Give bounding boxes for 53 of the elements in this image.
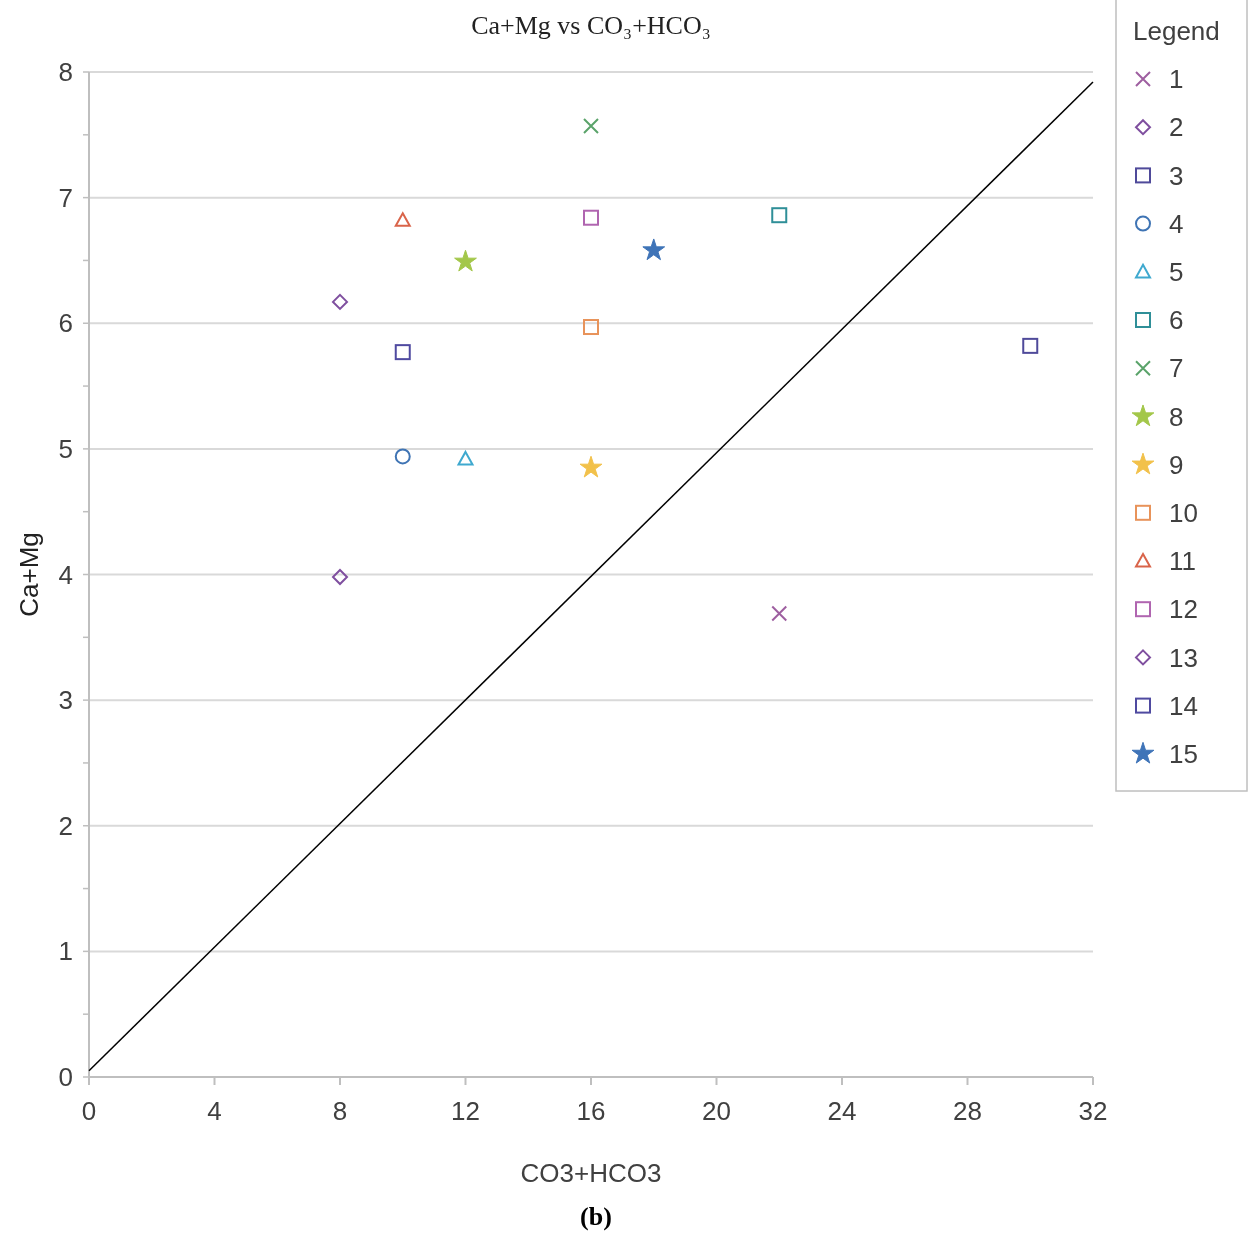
- x-tick-label: 16: [576, 1096, 606, 1126]
- legend-label: 15: [1169, 738, 1198, 769]
- legend-label: 7: [1169, 353, 1184, 384]
- y-tick-label: 0: [58, 1062, 73, 1093]
- x-tick-label: 24: [827, 1096, 857, 1126]
- x-tick-label: 4: [207, 1096, 222, 1126]
- y-tick-label: 1: [58, 936, 73, 967]
- legend-label: 1: [1169, 64, 1184, 95]
- legend-label: 2: [1169, 112, 1184, 143]
- point: [1022, 337, 1039, 354]
- legend-label: 4: [1169, 208, 1184, 239]
- legend-label: 12: [1169, 594, 1198, 625]
- y-tick-label: 3: [58, 685, 73, 716]
- x-tick-label: 28: [953, 1096, 982, 1126]
- point: [394, 212, 411, 227]
- chart-title: Ca+Mg vs CO₃+HCO₃: [471, 11, 711, 40]
- legend-label: 14: [1169, 690, 1198, 721]
- legend-label: 11: [1169, 546, 1196, 577]
- point: [454, 249, 477, 272]
- point: [771, 207, 788, 224]
- y-tick-label: 7: [58, 182, 73, 213]
- x-tick-label: 0: [81, 1096, 97, 1126]
- point: [579, 455, 603, 478]
- point: [394, 344, 411, 361]
- point: [394, 448, 411, 465]
- legend-label: 9: [1169, 449, 1184, 480]
- x-axis-title: CO3+HCO3: [520, 1158, 662, 1188]
- legend-label: 6: [1169, 305, 1184, 336]
- y-tick-label: 2: [58, 810, 73, 841]
- y-axis-title: Ca+Mg: [14, 532, 44, 617]
- x-tick-label: 8: [332, 1096, 348, 1126]
- point: [642, 238, 666, 261]
- legend-label: 8: [1169, 401, 1184, 432]
- legend-label: 5: [1169, 256, 1184, 287]
- point: [457, 450, 474, 466]
- legend-label: 13: [1169, 642, 1198, 673]
- legend-label: 10: [1169, 497, 1198, 528]
- y-tick-label: 6: [58, 308, 73, 339]
- y-tick-label: 8: [58, 57, 73, 88]
- point: [771, 605, 788, 622]
- y-tick-label: 4: [58, 559, 73, 590]
- y-tick-label: 5: [58, 433, 73, 464]
- point: [332, 293, 348, 310]
- legend-label: 3: [1169, 160, 1184, 191]
- x-tick-label: 12: [451, 1096, 480, 1126]
- point: [583, 118, 599, 135]
- legend-title: Legend: [1133, 16, 1220, 46]
- point: [583, 319, 599, 336]
- point: [583, 209, 599, 226]
- x-tick-label: 32: [1078, 1096, 1108, 1126]
- x-tick-label: 20: [702, 1096, 731, 1126]
- text: (b): [580, 1202, 612, 1231]
- point: [332, 569, 348, 586]
